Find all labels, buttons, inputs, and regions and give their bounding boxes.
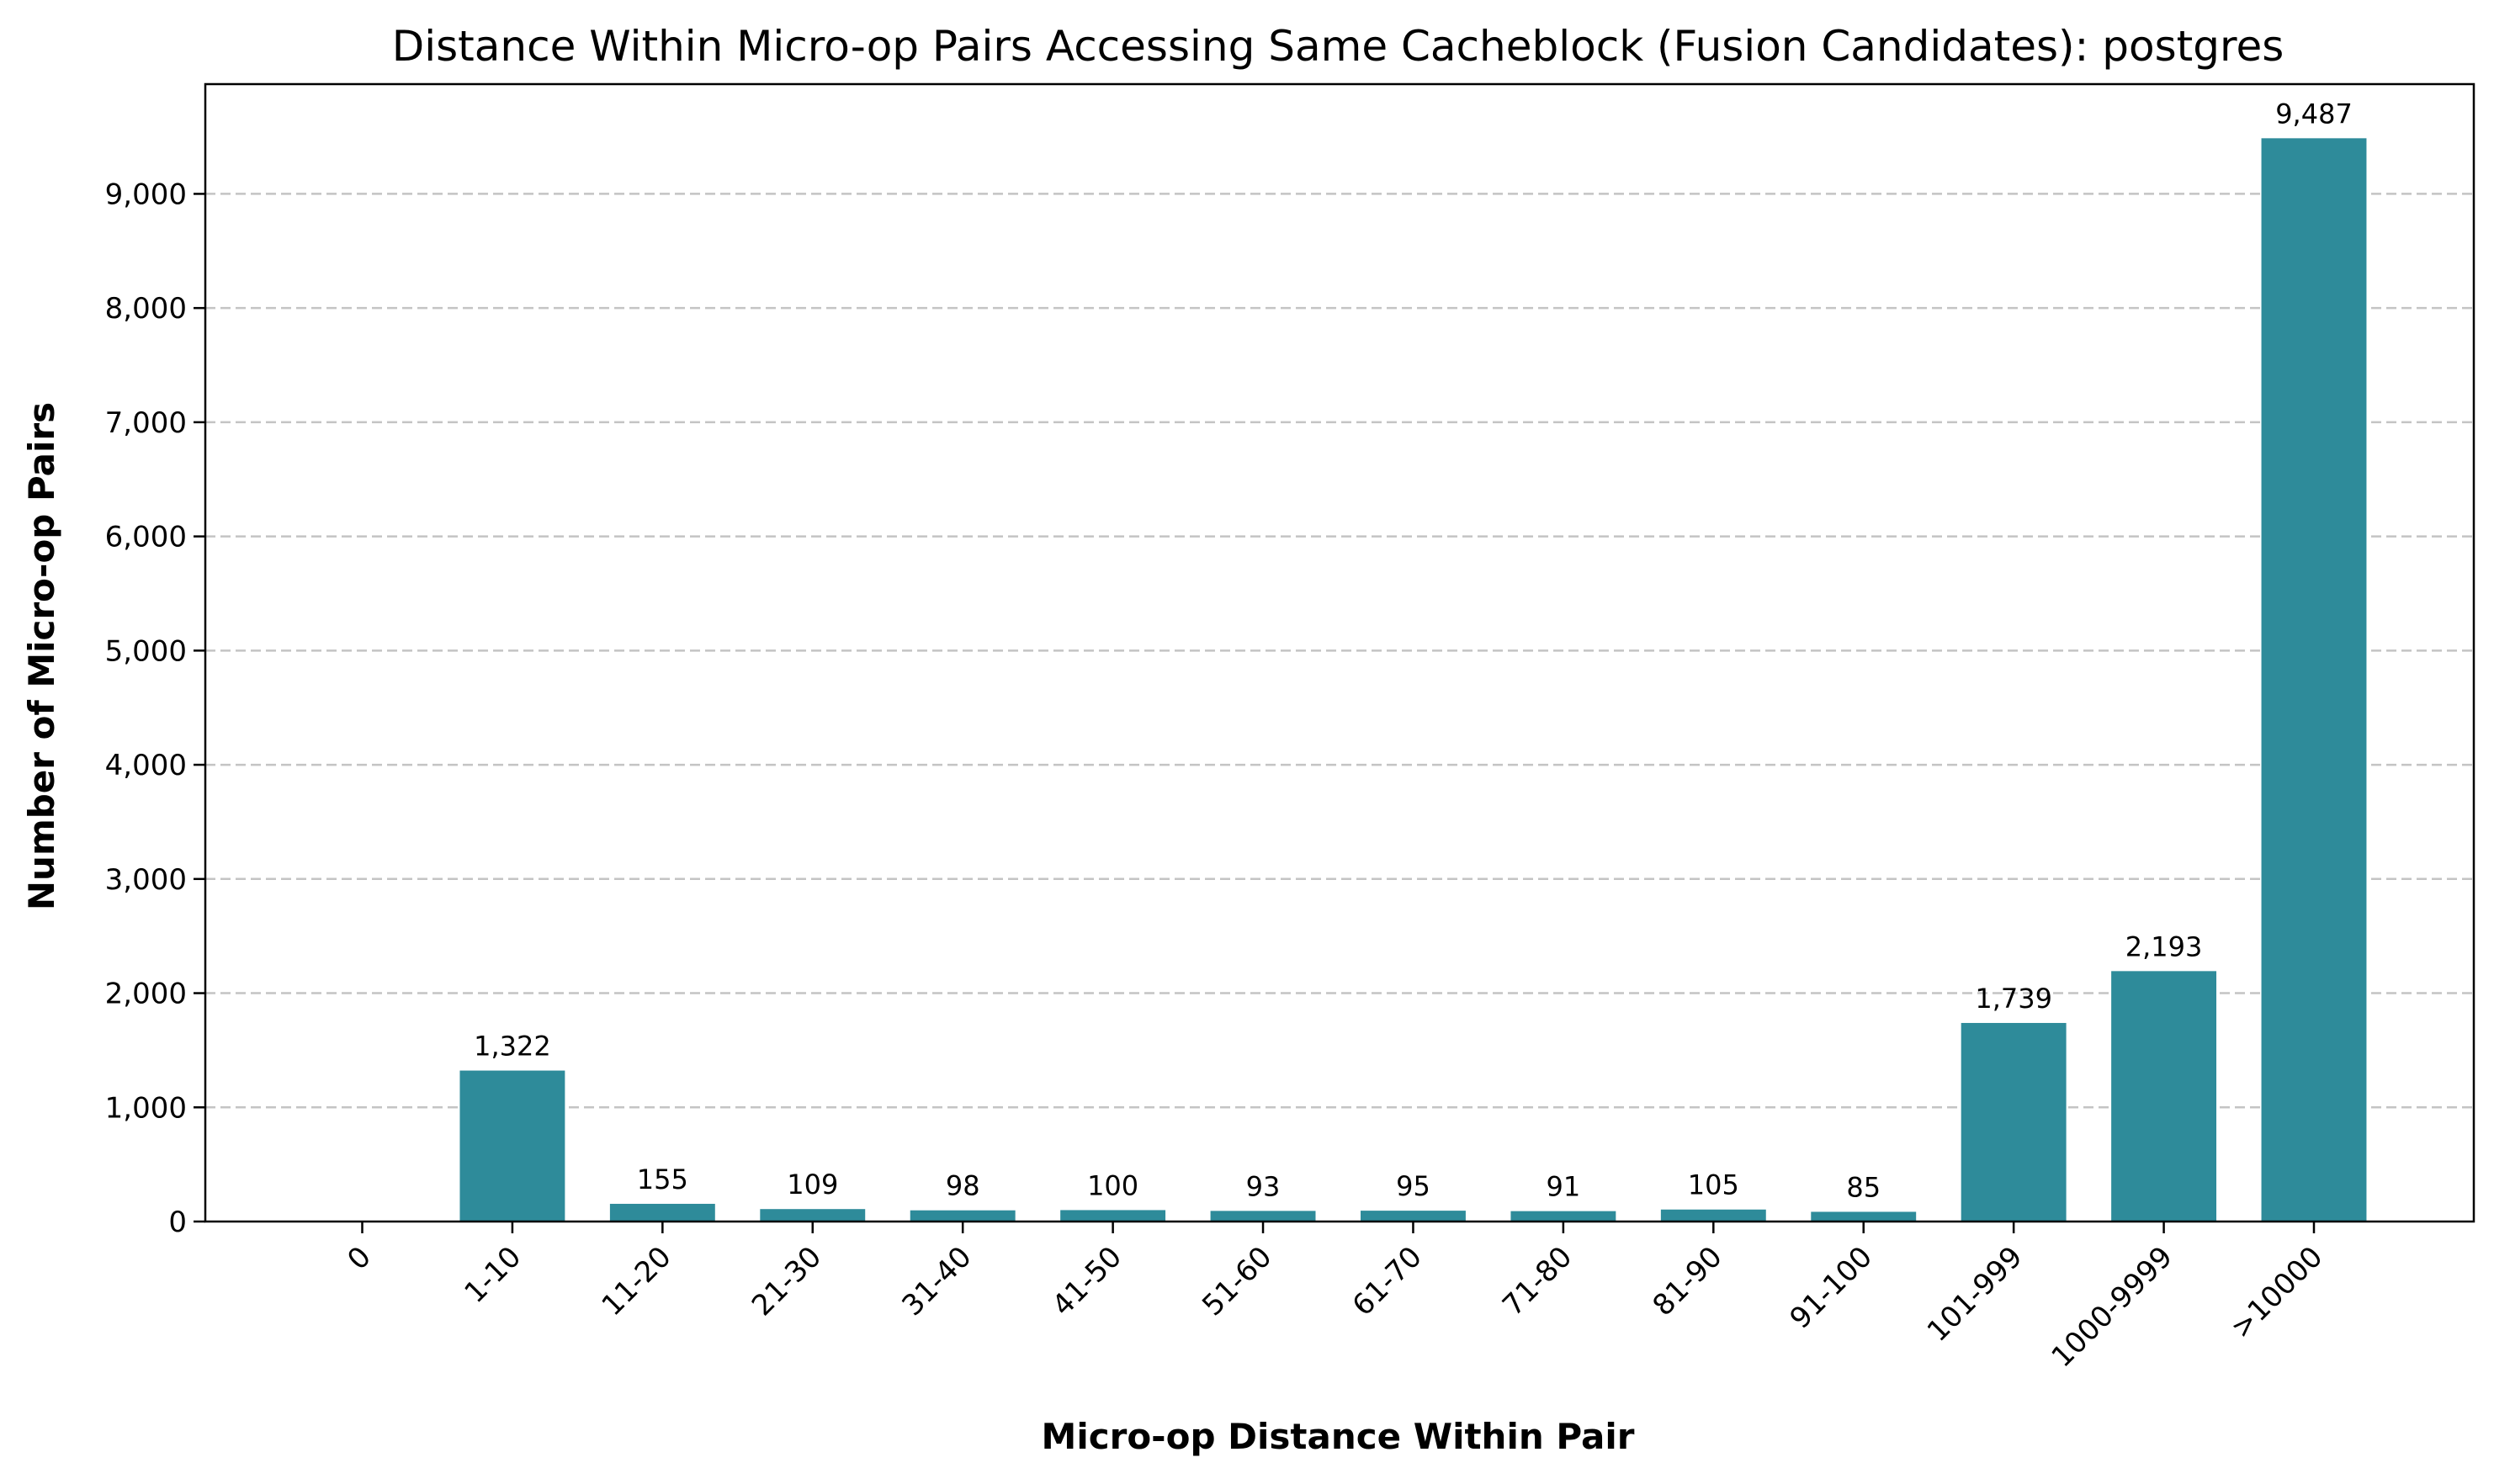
bar-value-label: 1,322: [474, 1031, 551, 1063]
bars: [459, 138, 2367, 1222]
bar: [2261, 138, 2367, 1222]
bar-value-label: 95: [1396, 1170, 1430, 1202]
x-tick-label: 11-20: [596, 1240, 678, 1322]
bar-value-label: 98: [946, 1170, 980, 1202]
bar-value-label: 105: [1688, 1169, 1739, 1201]
bar-value-label: 2,193: [2125, 930, 2203, 962]
x-tick-label: 51-60: [1196, 1240, 1278, 1322]
x-tick-label: 61-70: [1346, 1240, 1429, 1322]
bar: [1660, 1209, 1766, 1222]
bar: [910, 1210, 1016, 1222]
bar: [2111, 971, 2217, 1222]
y-tick-label: 5,000: [105, 634, 187, 668]
chart-title: Distance Within Micro-op Pairs Accessing…: [392, 22, 2284, 71]
x-tick-label: 71-80: [1496, 1240, 1579, 1322]
bar-value-label: 155: [637, 1163, 688, 1195]
gridlines: [205, 193, 2474, 1109]
bar: [609, 1203, 715, 1222]
y-tick-label: 7,000: [105, 406, 187, 440]
y-tick-label: 3,000: [105, 863, 187, 897]
plot-frame: [204, 82, 2475, 1223]
bar: [1510, 1211, 1616, 1222]
x-tick-label: 31-40: [895, 1240, 978, 1322]
y-axis-label: Number of Micro-op Pairs: [21, 402, 62, 910]
y-tick-label: 8,000: [105, 292, 187, 326]
bar: [1961, 1022, 2067, 1222]
bar-value-label: 91: [1547, 1171, 1581, 1203]
bar-value-label: 85: [1846, 1171, 1881, 1203]
x-tick-label: >10000: [2224, 1240, 2329, 1345]
x-tick-label: 101-999: [1921, 1240, 2030, 1349]
x-tick-label: 91-100: [1784, 1240, 1879, 1335]
x-tick-label: 1000-9999: [2046, 1240, 2179, 1374]
bar-value-label: 93: [1246, 1170, 1281, 1202]
x-tick-label: 41-50: [1046, 1240, 1128, 1322]
x-tick-label: 81-90: [1647, 1240, 1729, 1322]
y-tick-label: 0: [168, 1206, 187, 1239]
bar-value-label: 100: [1087, 1169, 1138, 1201]
x-axis: 0 1-10 11-20 21-30 31-40 41-50 51-60 61-70 71-80…: [341, 1222, 2329, 1374]
bar: [1060, 1210, 1166, 1222]
y-tick-label: 1,000: [105, 1091, 187, 1125]
bar-value-label: 109: [787, 1169, 838, 1200]
x-tick-label: 0: [341, 1240, 378, 1277]
bar: [760, 1209, 866, 1222]
bar-value-label: 9,487: [2275, 98, 2353, 130]
x-axis-label: Micro-op Distance Within Pair: [1042, 1416, 1635, 1457]
bar: [1811, 1211, 1917, 1222]
x-tick-label: 1-10: [458, 1240, 528, 1310]
bar: [459, 1070, 565, 1222]
y-axis: 0 1,000 2,000 3,000 4,000 5,000 6,000 7,000 8,00…: [105, 178, 205, 1239]
y-tick-label: 6,000: [105, 521, 187, 554]
bar: [1361, 1211, 1466, 1222]
bar-value-label: 1,739: [1975, 983, 2052, 1015]
bar: [1210, 1211, 1316, 1222]
y-tick-label: 2,000: [105, 978, 187, 1011]
bar-value-labels: 1,322 155 109 98 100 93 95 91 105 85 1,739 2,193 9,4…: [474, 98, 2353, 1203]
y-tick-label: 9,000: [105, 178, 187, 211]
x-tick-label: 21-30: [746, 1240, 828, 1322]
y-tick-label: 4,000: [105, 749, 187, 782]
